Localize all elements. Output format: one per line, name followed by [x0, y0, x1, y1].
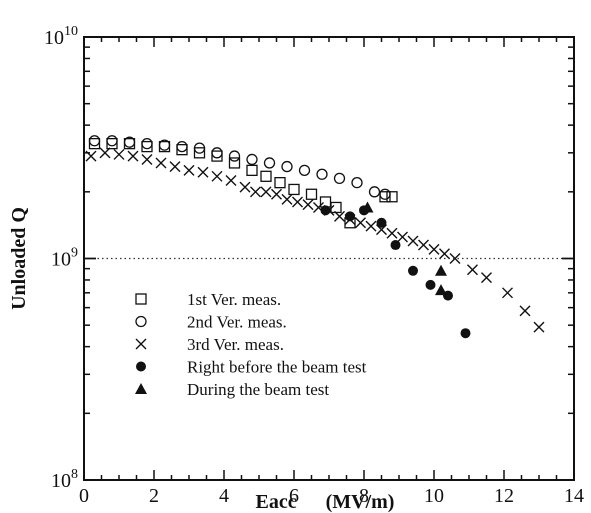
- legend-marker: [135, 383, 147, 394]
- data-point: [391, 240, 401, 250]
- data-point: [282, 194, 292, 204]
- data-point: [142, 154, 152, 164]
- data-point: [435, 265, 447, 276]
- data-point: [114, 149, 124, 159]
- data-point: [90, 136, 100, 146]
- data-point: [503, 288, 513, 298]
- legend-label: 2nd Ver. meas.: [187, 313, 287, 332]
- data-point: [128, 151, 138, 161]
- data-point: [408, 266, 418, 276]
- x-axis-title-label: Eacc: [256, 491, 297, 513]
- data-point: [100, 148, 110, 158]
- x-axis-title-unit: (MV/m): [326, 491, 395, 513]
- data-point: [247, 165, 257, 175]
- y-tick-label: 108: [51, 467, 78, 492]
- data-point: [170, 162, 180, 172]
- y-tick-label-exp: 10: [64, 24, 78, 39]
- data-point: [251, 187, 261, 197]
- data-point: [468, 265, 478, 275]
- data-point: [377, 218, 387, 228]
- data-point: [212, 171, 222, 181]
- y-tick-label-base: 10: [44, 27, 64, 49]
- data-point: [303, 200, 313, 210]
- legend-marker: [136, 362, 146, 372]
- data-point: [307, 189, 317, 199]
- data-point: [461, 328, 471, 338]
- data-point: [177, 142, 187, 152]
- data-point: [272, 189, 282, 199]
- x-axis-title: Eacc (MV/m): [256, 491, 395, 513]
- data-point: [300, 165, 310, 175]
- data-point: [387, 228, 397, 238]
- data-point: [356, 218, 366, 228]
- legend-label: During the beam test: [187, 380, 329, 399]
- x-tick-label: 12: [494, 485, 514, 507]
- x-tick-label: 0: [79, 485, 89, 507]
- y-tick-label-base: 10: [51, 249, 71, 271]
- data-point: [366, 221, 376, 231]
- data-point: [289, 184, 299, 194]
- data-point: [370, 187, 380, 197]
- data-point: [240, 182, 250, 192]
- data-point: [419, 240, 429, 250]
- data-point: [482, 273, 492, 283]
- y-tick-label-exp: 9: [71, 246, 78, 261]
- data-point: [380, 189, 390, 199]
- legend-label: 3rd Ver. meas.: [187, 335, 284, 354]
- data-point: [380, 192, 390, 202]
- x-tick-label: 14: [564, 485, 584, 507]
- markers-layer: [86, 136, 544, 338]
- legend-marker: [136, 294, 146, 304]
- x-tick-label: 4: [219, 485, 229, 507]
- data-point: [198, 167, 208, 177]
- data-point: [520, 306, 530, 316]
- y-tick-label-exp: 8: [71, 467, 78, 482]
- x-tick-label: 2: [149, 485, 159, 507]
- data-point: [293, 197, 303, 207]
- data-point: [435, 284, 447, 295]
- data-point: [261, 187, 271, 197]
- legend-label: Right before the beam test: [187, 358, 367, 377]
- series-4: [321, 205, 471, 338]
- legend: 1st Ver. meas. 2nd Ver. meas. 3rd Ver. mea…: [135, 290, 367, 399]
- data-point: [534, 322, 544, 332]
- data-point: [335, 173, 345, 183]
- data-point: [352, 178, 362, 188]
- data-point: [317, 169, 327, 179]
- data-point: [184, 165, 194, 175]
- y-axis-title: Unloaded Q: [8, 207, 30, 310]
- data-point: [345, 211, 355, 221]
- data-point: [230, 151, 240, 161]
- data-point: [321, 205, 331, 215]
- data-point: [408, 236, 418, 246]
- series-3: [86, 148, 544, 332]
- y-tick-label: 1010: [44, 24, 78, 49]
- data-point: [275, 178, 285, 188]
- data-point: [282, 162, 292, 172]
- data-point: [107, 136, 117, 146]
- y-tick-label: 109: [51, 246, 78, 271]
- legend-label: 1st Ver. meas.: [187, 290, 281, 309]
- data-point: [247, 154, 257, 164]
- data-point: [440, 249, 450, 259]
- data-point: [212, 148, 222, 158]
- y-tick-label-base: 10: [51, 470, 71, 492]
- data-point: [226, 175, 236, 185]
- data-point: [261, 171, 271, 181]
- x-tick-label: 10: [424, 485, 444, 507]
- data-point: [265, 158, 275, 168]
- data-point: [156, 158, 166, 168]
- legend-marker: [136, 339, 146, 349]
- data-point: [398, 232, 408, 242]
- data-point: [387, 192, 397, 202]
- legend-marker: [136, 317, 146, 327]
- data-point: [142, 139, 152, 149]
- data-point: [429, 244, 439, 254]
- data-point: [426, 280, 436, 290]
